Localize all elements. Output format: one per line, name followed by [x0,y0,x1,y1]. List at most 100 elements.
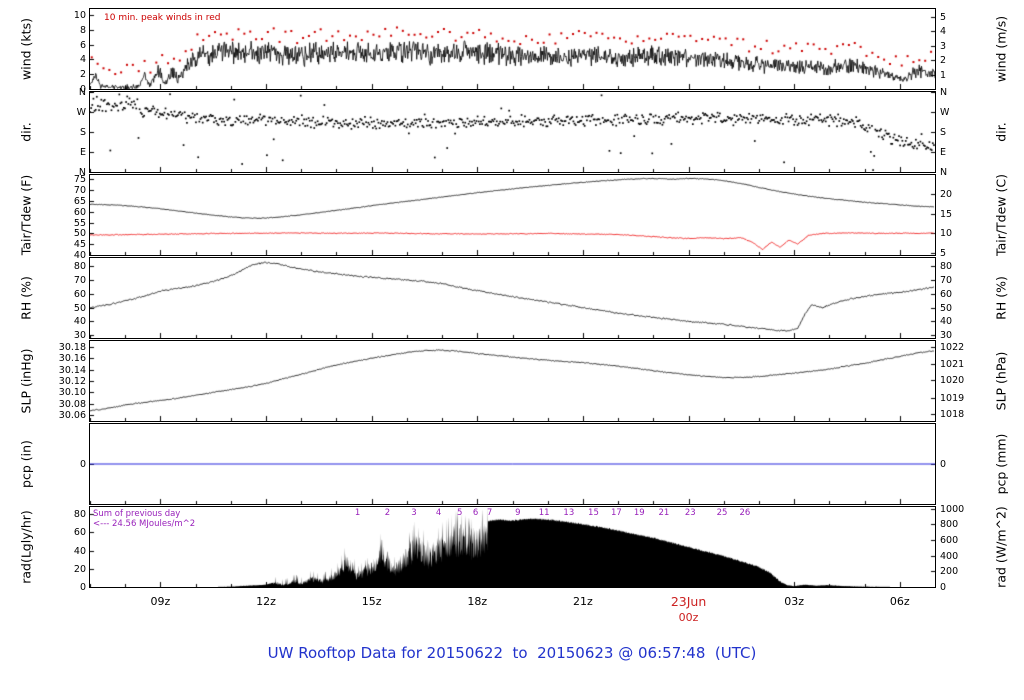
y-tick-label: 60 [73,527,86,539]
rad-left-axis-title: rad(Lgly/hr) [18,510,34,584]
dir-right-axis-title: dir. [993,122,1009,142]
y-tick-label: 80 [73,261,86,273]
slp-plot-canvas [90,341,935,421]
x-tick-label: 12z [256,595,276,608]
y-tick-label: 65 [73,195,86,207]
y-tick-label: 0 [79,582,86,593]
mj-marker: 7 [486,508,493,518]
y-tick-label: 800 [940,519,959,531]
mj-marker: 3 [411,508,417,518]
y-tick-label: 40 [940,316,953,328]
y-tick-label: 200 [940,566,959,578]
tair-right-axis-title: Tair/Tdew (C) [993,174,1009,256]
date-tick-label: 00z [678,611,699,624]
y-tick-label: 30.10 [58,387,86,399]
y-tick-label: 60 [73,206,86,218]
panel-slp [89,340,936,422]
y-tick-label: N [78,167,86,178]
y-tick-label: 30 [73,330,86,342]
x-tick-label: 03z [784,595,805,608]
y-tick-label: 70 [73,185,86,197]
y-tick-label: 1021 [940,358,965,370]
mj-marker: 1 [354,508,361,518]
rad-right-axis-title: rad (W/m^2) [993,506,1009,588]
y-tick-label: E [79,147,86,158]
rh-left-axis-title: RH (%) [18,276,34,320]
y-tick-label: 80 [73,509,86,521]
y-tick-label: 1022 [940,341,965,353]
y-tick-label: S [79,127,86,138]
y-tick-label: 10 [73,9,86,21]
y-tick-label: 30.06 [58,410,86,422]
wind-left-axis-title: wind (kts) [18,18,34,80]
y-tick-label: 70 [940,275,953,287]
y-tick-label: 50 [73,302,86,314]
chart-title: UW Rooftop Data for 20150622 to 20150623… [267,644,757,662]
y-tick-label: N [940,167,948,178]
y-tick-label: 4 [79,54,86,66]
rad-sum-annotation: <--- 24.56 MJoules/m^2 [93,519,196,529]
dir-left-axis-title: dir. [18,122,34,142]
y-tick-label: 1020 [940,375,965,387]
panel-pcp [89,423,936,505]
y-tick-label: 40 [73,316,86,328]
pcp-left-axis-title: pcp (in) [18,440,34,488]
date-tick-label: 23Jun [670,594,707,609]
y-tick-label: 1019 [940,392,965,404]
y-tick-label: 75 [73,174,86,186]
panel-tair [89,174,936,256]
mj-marker: 4 [435,508,442,518]
y-tick-label: 30.18 [58,341,86,353]
panel-dir [89,91,936,173]
y-tick-label: 2 [79,69,86,81]
y-tick-label: S [940,127,947,138]
y-tick-label: 0 [79,84,86,95]
y-tick-label: 0 [940,582,947,593]
y-tick-label: 60 [73,288,86,300]
y-tick-label: 10 [940,228,953,240]
y-tick-label: 6 [79,39,86,51]
pcp-plot-canvas [90,424,935,504]
y-tick-label: 30 [940,330,953,342]
y-tick-label: 30.08 [58,398,86,410]
panel-rh [89,257,936,339]
mj-marker: 11 [538,508,550,518]
mj-marker: 17 [610,508,622,518]
y-tick-label: 60 [940,288,953,300]
mj-marker: 9 [515,508,521,518]
mj-marker: 21 [658,508,670,518]
y-tick-label: 1018 [940,409,965,421]
tair-plot-canvas [90,175,935,255]
y-tick-label: 40 [73,250,86,261]
y-tick-label: 70 [73,275,86,287]
y-tick-label: 80 [940,261,953,273]
panel-wind [89,8,936,90]
mj-marker: 25 [716,508,728,518]
y-tick-label: 3 [940,40,947,52]
y-tick-label: 40 [73,545,86,557]
slp-right-axis-title: SLP (hPa) [993,351,1009,411]
y-tick-label: 8 [79,24,86,36]
y-tick-label: 15 [940,208,953,220]
mj-marker: 2 [384,508,391,518]
y-tick-label: 50 [73,228,86,240]
x-tick-label: 21z [573,595,593,608]
y-tick-label: 20 [940,189,953,201]
tair-left-axis-title: Tair/Tdew (F) [18,174,34,256]
dir-plot-canvas [90,92,935,172]
y-tick-label: 1 [940,69,947,81]
x-tick-label: 18z [467,595,488,608]
wind-right-axis-title: wind (m/s) [993,15,1009,83]
wind-plot-canvas [90,9,935,89]
rh-right-axis-title: RH (%) [993,276,1009,320]
rad-sum-annotation: Sum of previous day [93,509,181,519]
y-tick-label: 2 [940,55,947,67]
mj-marker: 15 [588,508,599,518]
mj-marker: 13 [563,508,575,518]
mj-marker: 26 [739,508,751,518]
y-tick-label: W [76,107,86,118]
panel-rad [89,506,936,588]
mj-marker: 19 [633,508,645,518]
y-tick-label: 1000 [940,503,965,515]
